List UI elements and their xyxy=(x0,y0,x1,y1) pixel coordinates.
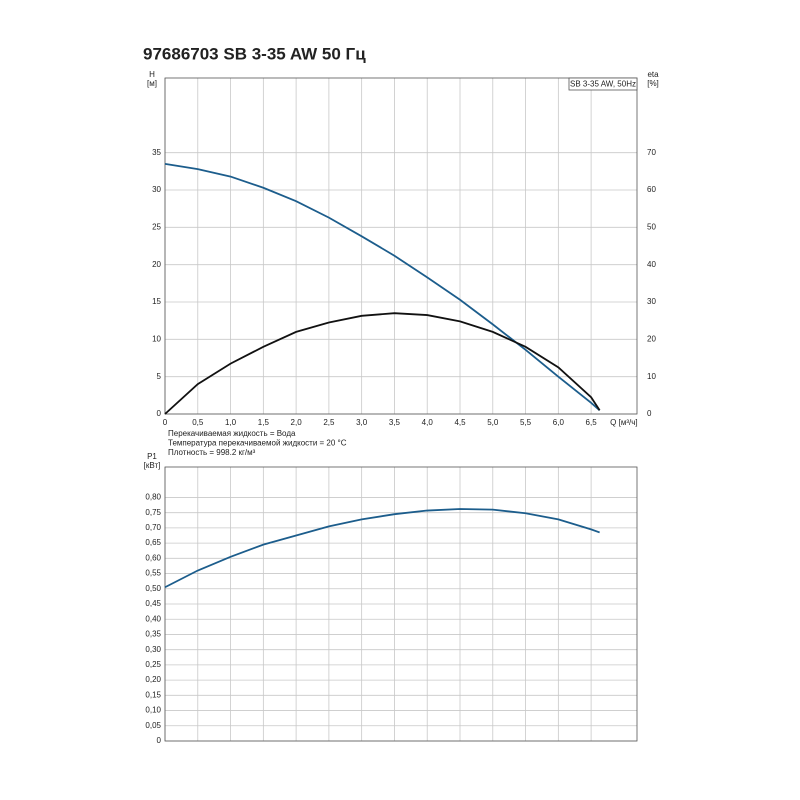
y-tick-label: 0,25 xyxy=(145,660,161,669)
y-tick-label: 25 xyxy=(152,222,161,231)
y2-tick-label: 10 xyxy=(647,372,656,381)
y-tick-label: 0,80 xyxy=(145,493,161,502)
note: Плотность = 998.2 кг/м³ xyxy=(168,448,256,457)
y2-tick-label: 50 xyxy=(647,222,656,231)
y2-axis-label: eta xyxy=(647,70,659,79)
note: Температура перекачиваемой жидкости = 20… xyxy=(168,439,347,448)
y-tick-label: 0 xyxy=(157,409,162,418)
curve xyxy=(164,508,600,589)
x-tick-label: 5,0 xyxy=(487,418,499,427)
x-tick-label: 3,5 xyxy=(389,418,401,427)
y-tick-label: 0,10 xyxy=(145,706,161,715)
x-tick-label: 1,0 xyxy=(225,418,237,427)
x-tick-label: 0 xyxy=(163,418,168,427)
y2-axis-unit: [%] xyxy=(647,79,659,88)
y-tick-label: 0 xyxy=(157,736,162,745)
x-tick-label: 2,0 xyxy=(291,418,303,427)
y-tick-label: 0,30 xyxy=(145,645,161,654)
x-tick-label: 6,5 xyxy=(586,418,598,427)
y-tick-label: 0,45 xyxy=(145,599,161,608)
x-axis-label: Q [м³/ч] xyxy=(610,418,637,427)
x-tick-label: 3,0 xyxy=(356,418,368,427)
chart-title: 97686703 SB 3-35 AW 50 Гц xyxy=(143,44,366,63)
y-tick-label: 0,65 xyxy=(145,538,161,547)
x-tick-label: 0,5 xyxy=(192,418,204,427)
y2-tick-label: 60 xyxy=(647,185,656,194)
y-tick-label: 0,40 xyxy=(145,614,161,623)
y-tick-label: 0,55 xyxy=(145,569,161,578)
annotation: SB 3-35 AW, 50Hz xyxy=(570,80,636,89)
y-tick-label: 0,15 xyxy=(145,690,161,699)
x-tick-label: 5,5 xyxy=(520,418,532,427)
y-tick-label: 35 xyxy=(152,148,161,157)
y-tick-label: 0,60 xyxy=(145,553,161,562)
x-tick-label: 2,5 xyxy=(323,418,335,427)
y-axis-label: H xyxy=(149,70,155,79)
y-axis-label: P1 xyxy=(147,452,157,461)
y2-tick-label: 0 xyxy=(647,409,652,418)
y2-tick-label: 40 xyxy=(647,260,656,269)
x-tick-label: 4,5 xyxy=(454,418,466,427)
y-axis-unit: [м] xyxy=(147,79,157,88)
y-tick-label: 0,35 xyxy=(145,630,161,639)
x-tick-label: 4,0 xyxy=(422,418,434,427)
y2-tick-label: 20 xyxy=(647,334,656,343)
y-tick-label: 0,75 xyxy=(145,508,161,517)
note: Перекачиваемая жидкость = Вода xyxy=(168,429,296,438)
x-tick-label: 6,0 xyxy=(553,418,565,427)
y-tick-label: 0,70 xyxy=(145,523,161,532)
x-tick-label: 1,5 xyxy=(258,418,270,427)
y-tick-label: 30 xyxy=(152,185,161,194)
y-tick-label: 5 xyxy=(157,372,162,381)
y-tick-label: 10 xyxy=(152,334,161,343)
y-axis-unit: [кВт] xyxy=(144,461,161,470)
y-tick-label: 0,50 xyxy=(145,584,161,593)
y-tick-label: 15 xyxy=(152,297,161,306)
annotation-box xyxy=(568,77,638,91)
curve xyxy=(164,312,601,415)
plot-frame xyxy=(164,77,638,415)
y-tick-label: 20 xyxy=(152,260,161,269)
y2-tick-label: 70 xyxy=(647,148,656,157)
plot-frame xyxy=(164,466,638,742)
curve xyxy=(164,162,601,411)
y-tick-label: 0,05 xyxy=(145,721,161,730)
y-tick-label: 0,20 xyxy=(145,675,161,684)
y2-tick-label: 30 xyxy=(647,297,656,306)
